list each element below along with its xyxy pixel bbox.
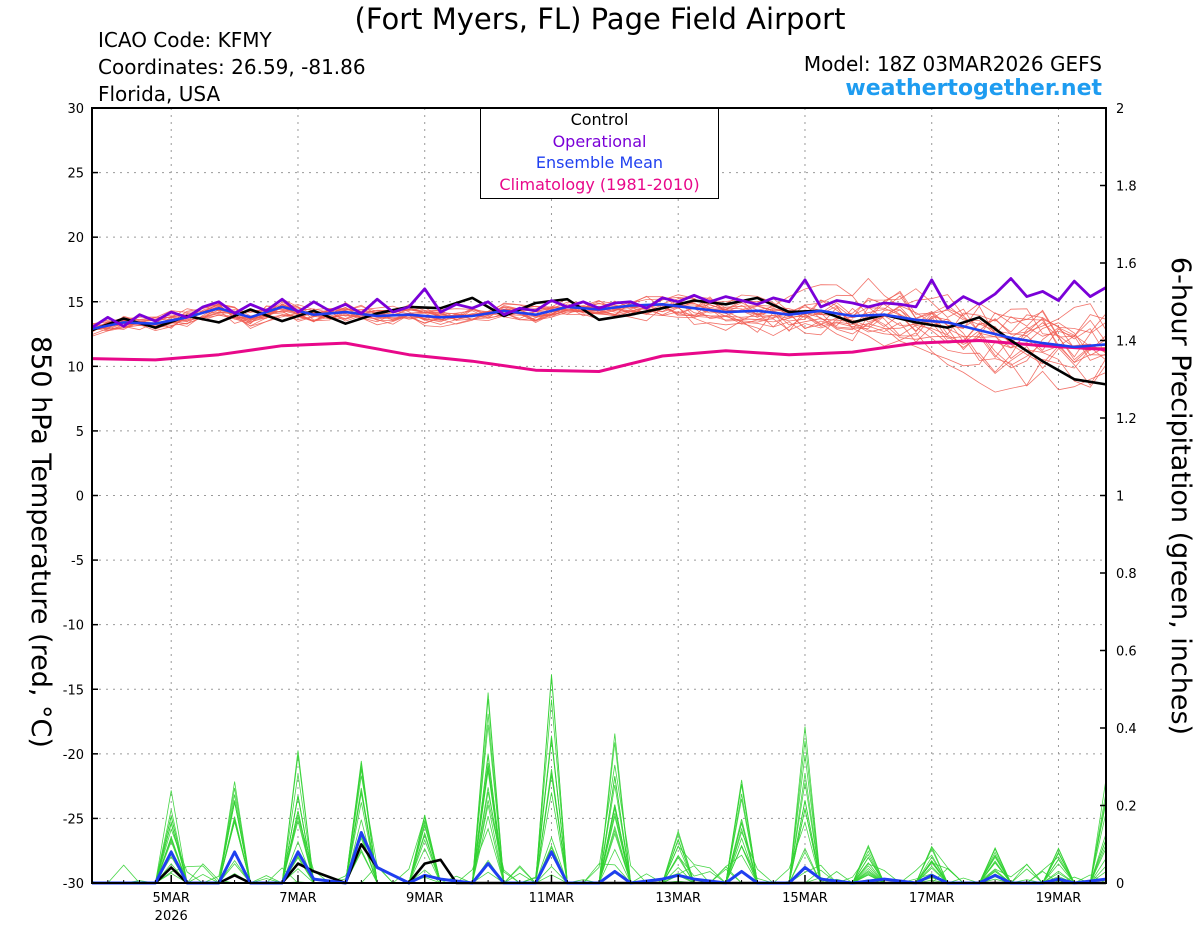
temperature-ensemble-members [91, 277, 1107, 393]
grid-lines [92, 108, 1106, 883]
y-tick-label-left: 20 [67, 231, 84, 246]
x-tick-label: 9MAR [406, 891, 443, 906]
y-tick-label-right: 0.8 [1116, 567, 1137, 582]
y-axis-label-right: 6-hour Precipitation (green, inches) [1165, 256, 1196, 736]
y-tick-label-left: -25 [63, 812, 84, 827]
y-tick-label-left: 25 [67, 167, 84, 182]
site-link[interactable]: weathertogether.net [845, 76, 1102, 101]
x-tick-label: 13MAR [655, 891, 701, 906]
chart-title: (Fort Myers, FL) Page Field Airport [354, 2, 846, 36]
x-tick-label: 7MAR [279, 891, 316, 906]
x-tick-label: 11MAR [529, 891, 575, 906]
tick-labels: 302520151050-5-10-15-20-25-3021.81.61.41… [63, 102, 1137, 924]
model-run: Model: 18Z 03MAR2026 GEFS [803, 52, 1102, 76]
temperature-member-line [91, 301, 1107, 361]
axis-ticks [91, 107, 1107, 884]
y-tick-label-right: 1.4 [1116, 335, 1137, 350]
y-tick-label-right: 1 [1116, 490, 1124, 505]
legend-ensemble-mean: Ensemble Mean [535, 153, 664, 172]
legend-climatology: Climatology (1981-2010) [499, 174, 700, 194]
temperature-member-line [91, 295, 1107, 361]
x-tick-sublabel: 2026 [155, 909, 188, 924]
series-line-operational [91, 277, 1107, 329]
chart-series [91, 277, 1107, 885]
y-tick-label-right: 0.6 [1116, 645, 1137, 660]
y-tick-label-left: 15 [67, 296, 84, 311]
region: Florida, USA [98, 82, 221, 106]
y-tick-label-left: -5 [71, 554, 84, 569]
y-tick-label-right: 0.4 [1116, 722, 1137, 737]
y-tick-label-right: 1.2 [1116, 412, 1137, 427]
temperature-member-line [91, 302, 1107, 344]
temperature-member-line [91, 298, 1107, 355]
y-tick-label-left: -30 [63, 877, 84, 892]
legend-operational: Operational [552, 131, 647, 151]
legend: Control Operational Ensemble Mean Climat… [480, 108, 719, 199]
precipitation-ensemble-members [91, 674, 1107, 884]
precipitation-member-line [92, 692, 1107, 884]
y-tick-label-left: 5 [76, 425, 84, 440]
y-tick-label-right: 1.6 [1116, 257, 1137, 272]
y-tick-label-left: -15 [63, 683, 84, 698]
y-tick-label-left: -10 [63, 619, 84, 634]
y-tick-label-right: 0 [1116, 877, 1124, 892]
y-tick-label-right: 1.8 [1116, 180, 1137, 195]
precipitation-member-line [92, 739, 1106, 884]
y-tick-label-left: -20 [63, 748, 84, 763]
icao-code: ICAO Code: KFMY [98, 28, 272, 52]
x-tick-label: 19MAR [1036, 891, 1082, 906]
x-tick-label: 17MAR [909, 891, 955, 906]
y-tick-label-right: 2 [1116, 102, 1124, 117]
y-axis-label-left: 850 hPa Temperature (red, °C) [25, 336, 56, 748]
y-tick-label-left: 10 [67, 360, 84, 375]
y-tick-label-left: 30 [67, 102, 84, 117]
precipitation-member-line [92, 740, 1107, 884]
x-tick-label: 5MAR [153, 891, 190, 906]
x-tick-label: 15MAR [782, 891, 828, 906]
legend-control: Control [570, 110, 629, 129]
coordinates: Coordinates: 26.59, -81.86 [98, 55, 366, 79]
y-tick-label-left: 0 [76, 490, 84, 505]
y-tick-label-right: 0.2 [1116, 800, 1137, 815]
precipitation-member-line [92, 733, 1107, 884]
series-line-climatology [91, 339, 1107, 373]
precipitation-member-line [91, 735, 1107, 884]
